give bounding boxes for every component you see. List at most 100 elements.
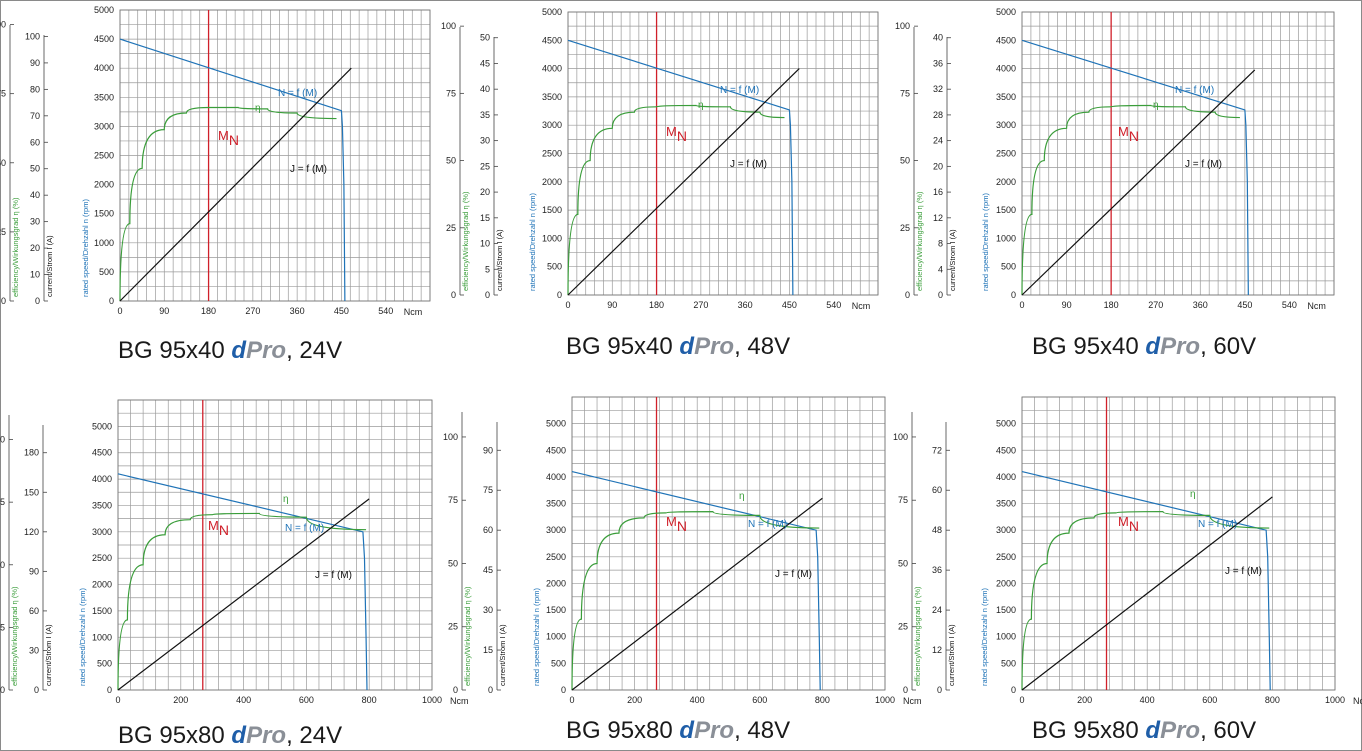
efficiency-tick-label: 75 <box>0 497 5 507</box>
speed-tick-label: 500 <box>551 658 566 668</box>
speed-tick-label: 1500 <box>546 605 566 615</box>
x-unit-label: Ncm <box>1307 301 1326 311</box>
efficiency-tick-label: 100 <box>895 21 910 31</box>
speed-tick-label: 1000 <box>92 632 112 642</box>
speed-tick-label: 4000 <box>94 63 114 73</box>
speed-tick-label: 4000 <box>546 472 566 482</box>
efficiency-tick-label: 25 <box>900 223 910 233</box>
speed-axis-label: rated speed/Drehzahl n (rpm) <box>532 588 541 686</box>
current-axis-label: current/Strom I (A) <box>947 624 956 686</box>
current-tick-label: 45 <box>480 58 490 68</box>
speed-tick-label: 1000 <box>546 632 566 642</box>
current-tick-label: 50 <box>480 33 490 43</box>
efficiency-tick-label: 75 <box>0 89 6 99</box>
speed-tick-label: 3000 <box>996 525 1016 535</box>
speed-tick-label: 500 <box>1001 262 1016 272</box>
plot-frame <box>1021 11 1335 296</box>
x-unit-label: Ncm <box>852 301 871 311</box>
current-tick-label: 20 <box>480 187 490 197</box>
efficiency-tick-label: 100 <box>893 432 908 442</box>
speed-tick-label: 3500 <box>94 92 114 102</box>
efficiency-series-label: η <box>1190 489 1196 500</box>
chart-1: 0500100015002000250030003500400045005000… <box>0 5 431 317</box>
efficiency-axis-label: efficiency/Wirkungsgrad η (%) <box>463 586 472 686</box>
speed-tick-label: 2000 <box>92 580 112 590</box>
speed-series-label: N = f (M) <box>1175 85 1214 96</box>
x-tick-label: 400 <box>690 695 705 705</box>
speed-tick-label: 2500 <box>996 552 1016 562</box>
speed-tick-label: 2500 <box>542 149 562 159</box>
current-curve <box>567 68 800 296</box>
speed-tick-label: 500 <box>97 659 112 669</box>
speed-tick-label: 1000 <box>94 238 114 248</box>
speed-tick-label: 3500 <box>542 92 562 102</box>
current-tick-label: 12 <box>933 213 943 223</box>
speed-tick-label: 500 <box>99 267 114 277</box>
speed-curve <box>117 473 368 691</box>
current-tick-label: 10 <box>30 270 40 280</box>
speed-tick-label: 5000 <box>94 5 114 15</box>
current-curve <box>1021 496 1273 691</box>
speed-tick-label: 3000 <box>546 525 566 535</box>
current-tick-label: 60 <box>932 485 942 495</box>
x-tick-label: 360 <box>290 306 305 316</box>
speed-tick-label: 2000 <box>94 180 114 190</box>
x-tick-label: 600 <box>299 695 314 705</box>
efficiency-tick-label: 25 <box>446 223 456 233</box>
current-tick-label: 8 <box>938 239 943 249</box>
efficiency-tick-label: 25 <box>448 622 458 632</box>
speed-axis-label: rated speed/Drehzahl n (rpm) <box>981 193 990 291</box>
x-tick-label: 0 <box>1019 300 1024 310</box>
x-tick-label: 400 <box>236 695 251 705</box>
efficiency-axis-label: efficiency/Wirkungsgrad η (%) <box>915 191 924 291</box>
current-series-label: J = f (M) <box>775 569 812 580</box>
efficiency-tick-label: 0 <box>0 685 5 695</box>
speed-tick-label: 1000 <box>542 233 562 243</box>
current-curve <box>119 67 352 302</box>
plot-frame <box>117 399 433 691</box>
speed-tick-label: 2000 <box>542 177 562 187</box>
x-tick-label: 270 <box>1148 300 1163 310</box>
speed-tick-label: 2500 <box>546 552 566 562</box>
current-tick-label: 0 <box>485 290 490 300</box>
x-tick-label: 450 <box>782 300 797 310</box>
speed-tick-label: 2000 <box>996 578 1016 588</box>
chart-6: 0500100015002000250030003500400045005000… <box>893 396 1362 706</box>
current-tick-label: 50 <box>30 164 40 174</box>
efficiency-tick-label: 25 <box>0 622 5 632</box>
chart-caption: BG 95x80 dPro, 24V <box>118 722 343 749</box>
current-tick-label: 0 <box>35 296 40 306</box>
efficiency-tick-label: 50 <box>448 558 458 568</box>
efficiency-tick-label: 25 <box>0 227 6 237</box>
speed-series-label: N = f (M) <box>1198 519 1237 530</box>
current-tick-label: 70 <box>30 111 40 121</box>
speed-tick-label: 1500 <box>94 209 114 219</box>
current-curve <box>117 498 370 691</box>
current-tick-label: 25 <box>480 161 490 171</box>
current-tick-label: 16 <box>933 187 943 197</box>
current-tick-label: 20 <box>933 161 943 171</box>
speed-tick-label: 4500 <box>542 35 562 45</box>
speed-tick-label: 5000 <box>542 7 562 17</box>
current-tick-label: 20 <box>30 243 40 253</box>
current-tick-label: 4 <box>938 264 943 274</box>
chart-caption: BG 95x80 dPro, 60V <box>1032 717 1257 744</box>
x-tick-label: 600 <box>1202 695 1217 705</box>
speed-tick-label: 2500 <box>94 151 114 161</box>
x-tick-label: 540 <box>378 306 393 316</box>
speed-axis-label: rated speed/Drehzahl n (rpm) <box>81 199 90 297</box>
rated-torque-label: MN <box>666 124 687 144</box>
speed-tick-label: 2500 <box>996 149 1016 159</box>
speed-axis-label: rated speed/Drehzahl n (rpm) <box>980 588 989 686</box>
current-tick-label: 180 <box>24 448 39 458</box>
chart-caption: BG 95x40 dPro, 60V <box>1032 333 1257 360</box>
speed-tick-label: 500 <box>1001 658 1016 668</box>
current-tick-label: 90 <box>30 58 40 68</box>
speed-tick-label: 5000 <box>996 7 1016 17</box>
efficiency-series-label: η <box>739 491 745 502</box>
speed-tick-label: 4000 <box>996 64 1016 74</box>
current-series-label: J = f (M) <box>290 164 327 175</box>
x-unit-label: Ncm <box>903 696 922 706</box>
x-tick-label: 270 <box>245 306 260 316</box>
current-tick-label: 40 <box>480 84 490 94</box>
